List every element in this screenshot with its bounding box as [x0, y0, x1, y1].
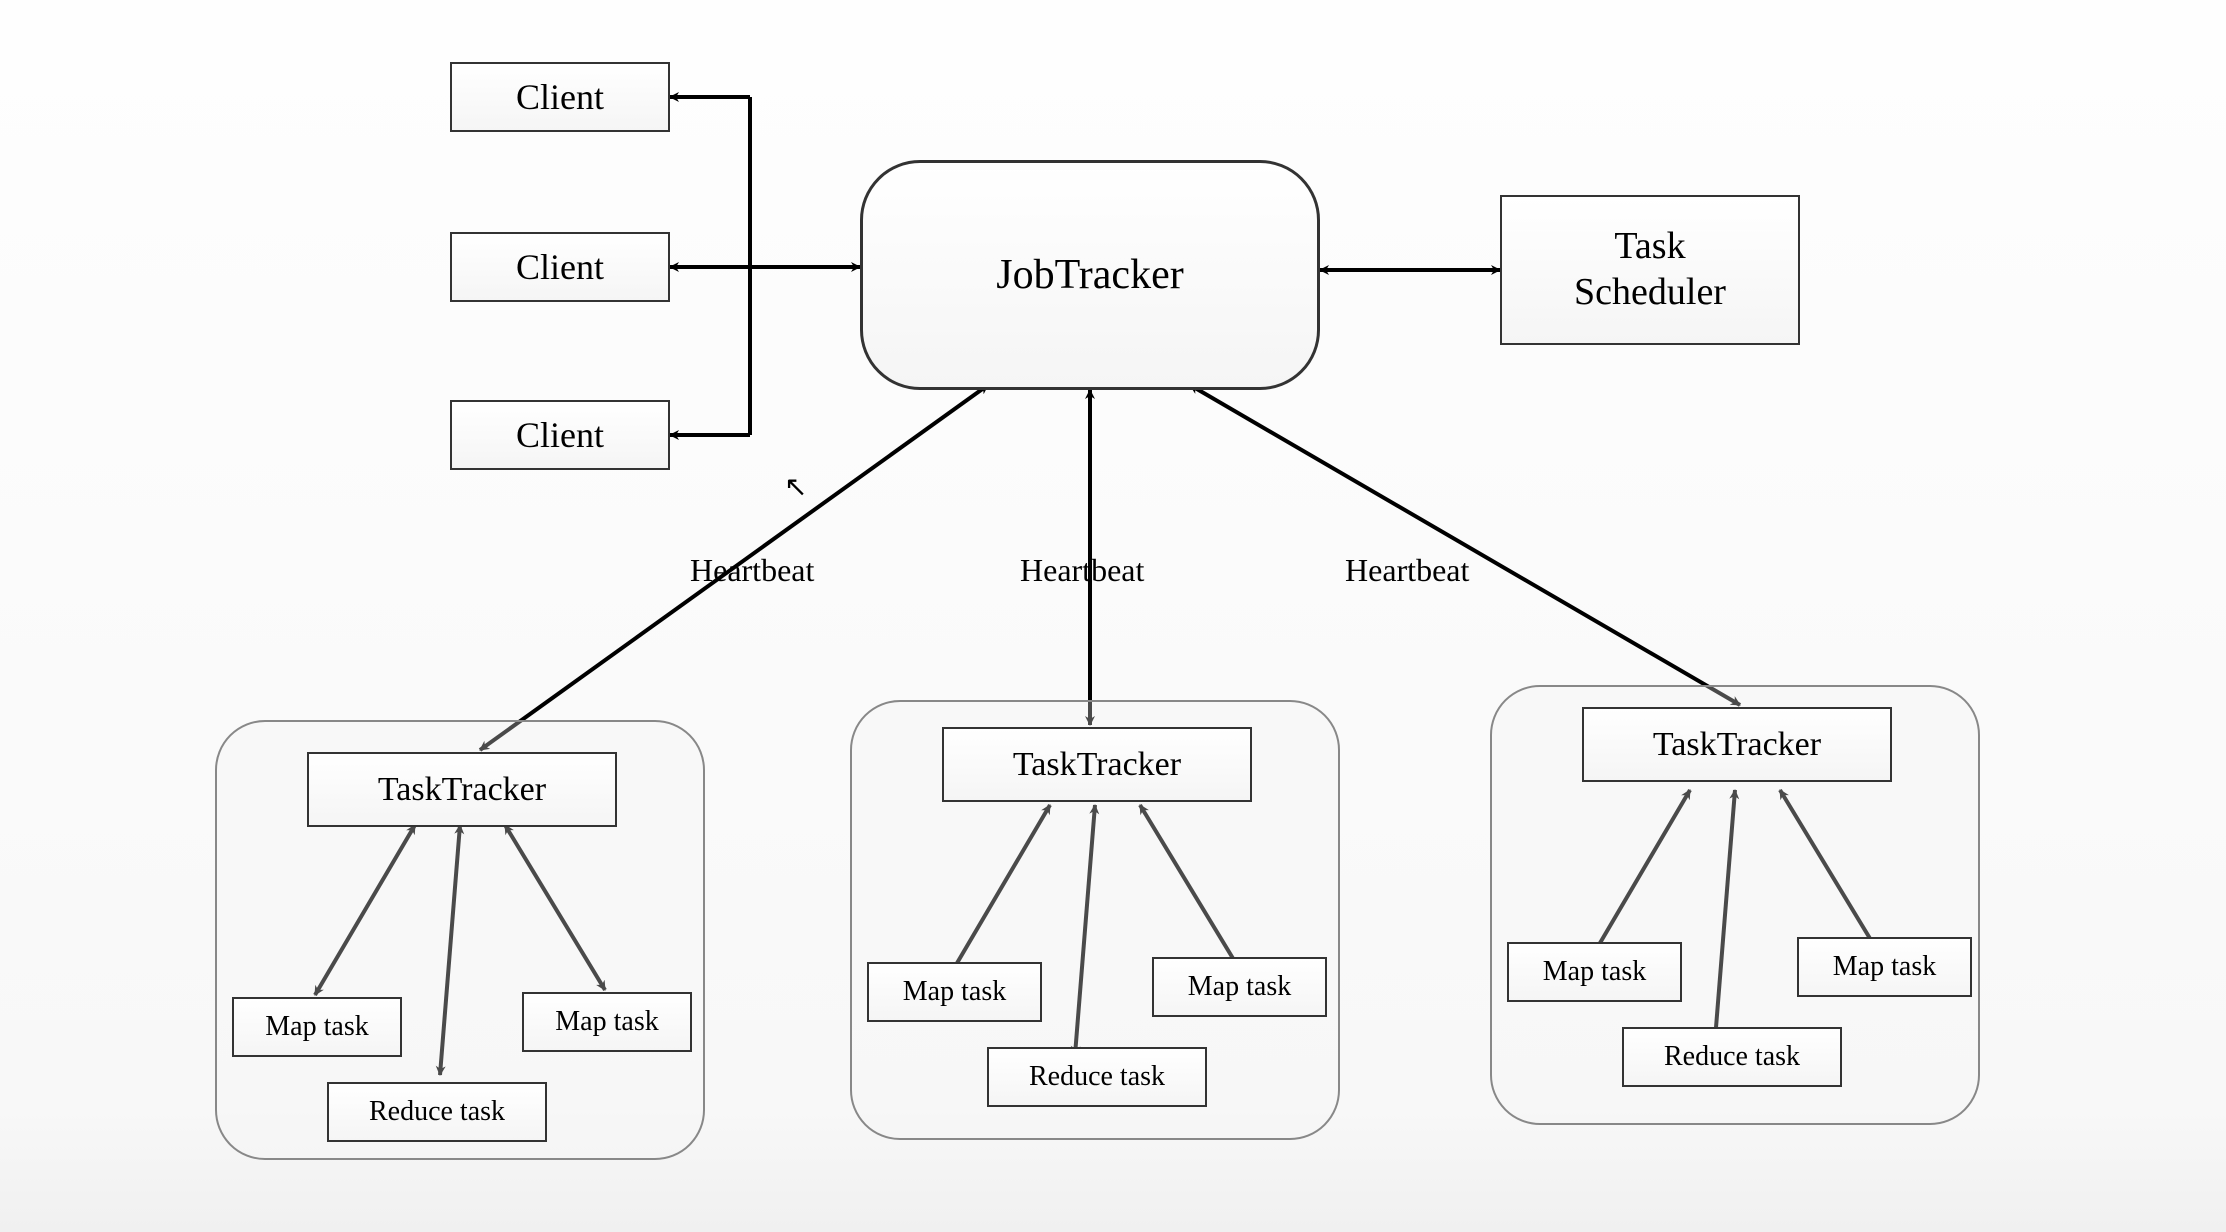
map-task-node: Map task	[1507, 942, 1682, 1002]
tasktracker-container-2: TaskTracker Map task Map task Reduce task	[850, 700, 1340, 1140]
client-node-3: Client	[450, 400, 670, 470]
heartbeat-label-3: Heartbeat	[1345, 552, 1469, 589]
client-label: Client	[516, 76, 604, 118]
tasktracker-node: TaskTracker	[942, 727, 1252, 802]
client-node-1: Client	[450, 62, 670, 132]
heartbeat-label-2: Heartbeat	[1020, 552, 1144, 589]
tasktracker-node: TaskTracker	[307, 752, 617, 827]
client-label: Client	[516, 246, 604, 288]
map-task-node: Map task	[1152, 957, 1327, 1017]
reduce-task-node: Reduce task	[1622, 1027, 1842, 1087]
tasktracker-node: TaskTracker	[1582, 707, 1892, 782]
diagram-canvas: Client Client Client JobTracker Task Sch…	[0, 0, 2226, 1232]
reduce-task-node: Reduce task	[327, 1082, 547, 1142]
scheduler-label: Task Scheduler	[1574, 224, 1726, 315]
map-task-node: Map task	[1797, 937, 1972, 997]
map-task-node: Map task	[867, 962, 1042, 1022]
map-task-node: Map task	[522, 992, 692, 1052]
client-label: Client	[516, 414, 604, 456]
jobtracker-label: JobTracker	[996, 251, 1183, 299]
tasktracker-container-3: TaskTracker Map task Map task Reduce task	[1490, 685, 1980, 1125]
heartbeat-label-1: Heartbeat	[690, 552, 814, 589]
client-node-2: Client	[450, 232, 670, 302]
task-scheduler-node: Task Scheduler	[1500, 195, 1800, 345]
jobtracker-node: JobTracker	[860, 160, 1320, 390]
tasktracker-container-1: TaskTracker Map task Map task Reduce task	[215, 720, 705, 1160]
map-task-node: Map task	[232, 997, 402, 1057]
reduce-task-node: Reduce task	[987, 1047, 1207, 1107]
cursor-icon: ↖	[784, 470, 807, 504]
